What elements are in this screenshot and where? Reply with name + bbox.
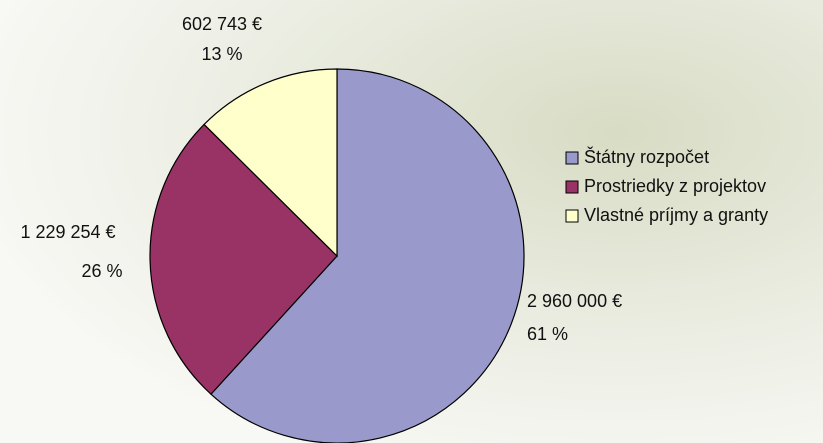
pie-slice xyxy=(149,123,338,396)
legend-swatch xyxy=(565,151,579,165)
percent-label: 61 % xyxy=(527,324,568,344)
pie-slice xyxy=(210,68,525,443)
pie-slice xyxy=(203,68,338,258)
legend-swatch xyxy=(565,209,579,223)
legend-swatch xyxy=(565,180,579,194)
legend-label: Štátny rozpočet xyxy=(584,146,709,167)
value-label: 2 960 000 € xyxy=(527,291,622,311)
value-label: 602 743 € xyxy=(182,14,262,34)
legend-label: Vlastné príjmy a granty xyxy=(584,205,768,225)
value-label: 1 229 254 € xyxy=(20,222,115,242)
percent-label: 13 % xyxy=(201,44,242,64)
legend-label: Prostriedky z projektov xyxy=(584,176,766,196)
percent-label: 26 % xyxy=(81,261,122,281)
